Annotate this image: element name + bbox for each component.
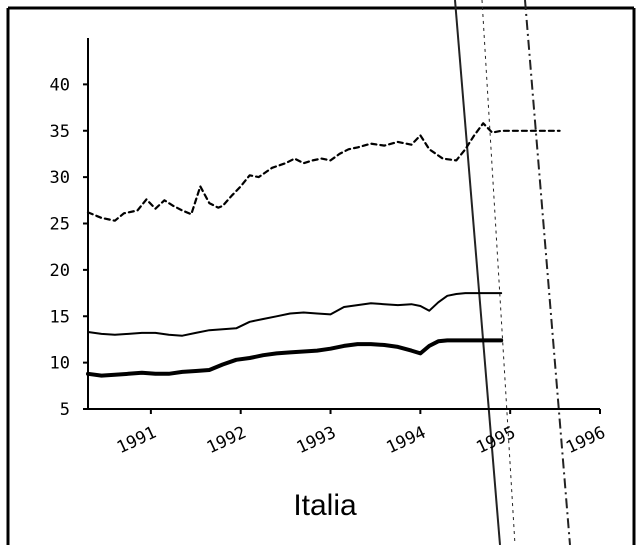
chart-border xyxy=(6,6,636,545)
y-tick-label: 30 xyxy=(50,168,70,188)
y-tick-label: 15 xyxy=(50,307,70,327)
series-line-2 xyxy=(87,292,503,337)
y-tick-label: 20 xyxy=(50,261,70,281)
y-tick-label: 40 xyxy=(50,75,70,95)
y-tick-label: 35 xyxy=(50,122,70,142)
x-tick-label: 1994 xyxy=(383,423,429,458)
chart-caption: Italia xyxy=(293,489,357,522)
x-tick-label: 1992 xyxy=(204,423,250,458)
x-tick-label: 1991 xyxy=(114,423,160,458)
x-tick-label: 1995 xyxy=(473,423,519,458)
scan-artifact-lines xyxy=(454,0,571,546)
x-tick-label: 1993 xyxy=(294,423,340,458)
y-tick-label: 10 xyxy=(50,354,70,374)
axes xyxy=(83,38,601,414)
tick-labels: 5 10 15 20 25 30 35 40 1991 1992 1993 1994 1995 1996 xyxy=(50,75,609,458)
series-layer xyxy=(86,122,561,378)
series-line-1 xyxy=(86,122,561,222)
series-line-3 xyxy=(86,338,504,378)
y-tick-label: 25 xyxy=(50,215,70,235)
x-tick-label: 1996 xyxy=(563,423,609,458)
y-tick-label: 5 xyxy=(60,400,70,420)
